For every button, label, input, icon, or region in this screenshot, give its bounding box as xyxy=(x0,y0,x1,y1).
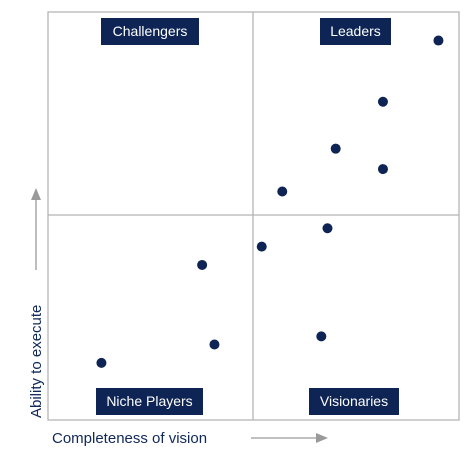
quadrant-label-leaders: Leaders xyxy=(320,18,391,45)
data-point-8 xyxy=(197,259,208,270)
data-point-5 xyxy=(277,186,288,197)
quadrant-label-leaders-text: Leaders xyxy=(330,23,381,39)
data-point-6 xyxy=(256,241,267,252)
quadrant-label-niche-players-text: Niche Players xyxy=(106,393,192,409)
data-point-3 xyxy=(330,143,341,154)
x-axis-label: Completeness of vision xyxy=(52,430,207,447)
quadrant-label-visionaries-text: Visionaries xyxy=(320,393,388,409)
data-point-4 xyxy=(377,164,388,175)
quadrant-label-visionaries: Visionaries xyxy=(309,388,399,415)
data-point-1 xyxy=(433,35,444,46)
data-point-11 xyxy=(96,357,107,368)
data-point-7 xyxy=(322,223,333,234)
quadrant-label-challengers-text: Challengers xyxy=(113,23,188,39)
y-axis-label: Ability to execute xyxy=(28,305,45,418)
x-axis-arrow-head xyxy=(316,433,328,443)
y-axis-arrow-head xyxy=(31,188,41,200)
data-point-10 xyxy=(209,339,220,350)
data-points xyxy=(96,35,444,368)
quadrant-label-challengers: Challengers xyxy=(101,18,199,45)
data-point-9 xyxy=(316,331,327,342)
quadrant-label-niche-players: Niche Players xyxy=(96,388,203,415)
data-point-2 xyxy=(377,96,388,107)
